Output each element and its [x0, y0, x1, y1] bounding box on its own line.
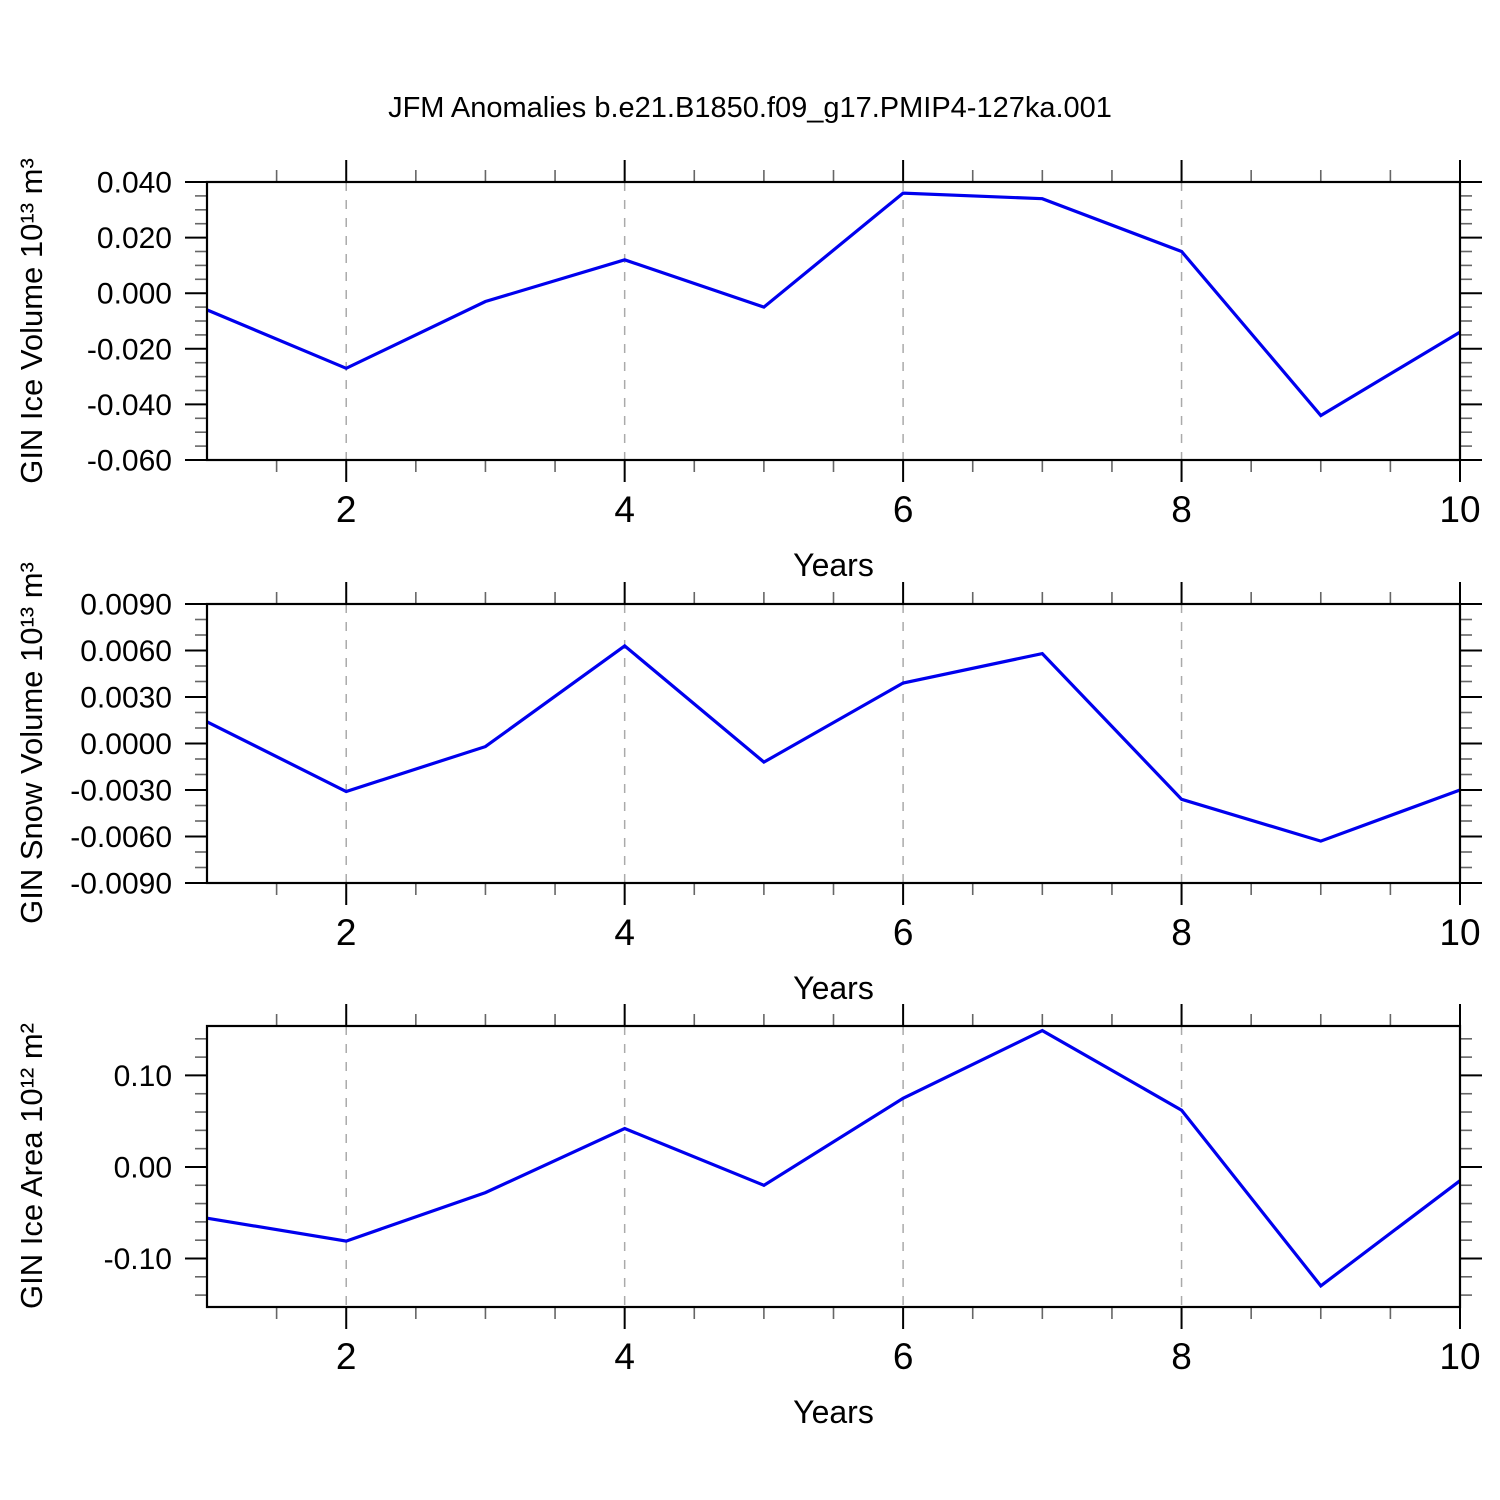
y-tick-label: -0.060 [87, 445, 172, 478]
x-tick-label: 8 [1171, 912, 1192, 953]
x-tick-label: 6 [893, 912, 914, 953]
y-tick-label: 0.10 [114, 1060, 172, 1093]
y-tick-label: 0.0030 [80, 682, 172, 715]
x-tick-label: 2 [336, 912, 357, 953]
y-tick-label: 0.020 [97, 222, 172, 255]
y-tick-label: -0.040 [87, 389, 172, 422]
y-tick-label: 0.000 [97, 278, 172, 311]
x-tick-label: 4 [614, 1336, 635, 1377]
x-tick-label: 4 [614, 489, 635, 530]
x-axis-label-panel-3: Years [793, 1394, 874, 1430]
y-tick-label: -0.10 [104, 1243, 172, 1276]
x-axis-label-panel-1: Years [793, 547, 874, 583]
y-tick-label: -0.0090 [70, 868, 172, 901]
axis-frame [205, 1024, 1462, 1309]
x-tick-label: 10 [1439, 489, 1480, 530]
x-tick-label: 10 [1439, 1336, 1480, 1377]
y-tick-label: 0.00 [114, 1151, 172, 1184]
y-tick-label: 0.0090 [80, 589, 172, 622]
y-tick-label: 0.0000 [80, 728, 172, 761]
chart-title: JFM Anomalies b.e21.B1850.f09_g17.PMIP4-… [388, 92, 1112, 124]
x-tick-label: 6 [893, 1336, 914, 1377]
y-axis-label-ice-area: GIN Ice Area 10¹² m² [14, 1023, 49, 1309]
y-tick-label: -0.0030 [70, 775, 172, 808]
axis-frame [205, 602, 1462, 885]
data-line-gin-ice-area [206, 1028, 1461, 1289]
x-tick-label: 8 [1171, 1336, 1192, 1377]
x-tick-label: 6 [893, 489, 914, 530]
x-tick-label: 2 [336, 489, 357, 530]
axis-frame [205, 180, 1462, 462]
data-line-gin-ice-volume [206, 191, 1461, 418]
y-tick-label: 0.0060 [80, 635, 172, 668]
x-tick-label: 2 [336, 1336, 357, 1377]
data-line-gin-snow-volume [206, 643, 1461, 843]
y-axis-label-snow-volume: GIN Snow Volume 10¹³ m³ [14, 562, 49, 924]
x-axis-label-panel-2: Years [793, 970, 874, 1006]
y-tick-label: -0.020 [87, 333, 172, 366]
x-tick-label: 10 [1439, 912, 1480, 953]
y-tick-label: -0.0060 [70, 821, 172, 854]
y-axis-label-ice-volume: GIN Ice Volume 10¹³ m³ [14, 158, 49, 484]
y-tick-label: 0.040 [97, 167, 172, 200]
x-tick-label: 4 [614, 912, 635, 953]
x-tick-label: 8 [1171, 489, 1192, 530]
